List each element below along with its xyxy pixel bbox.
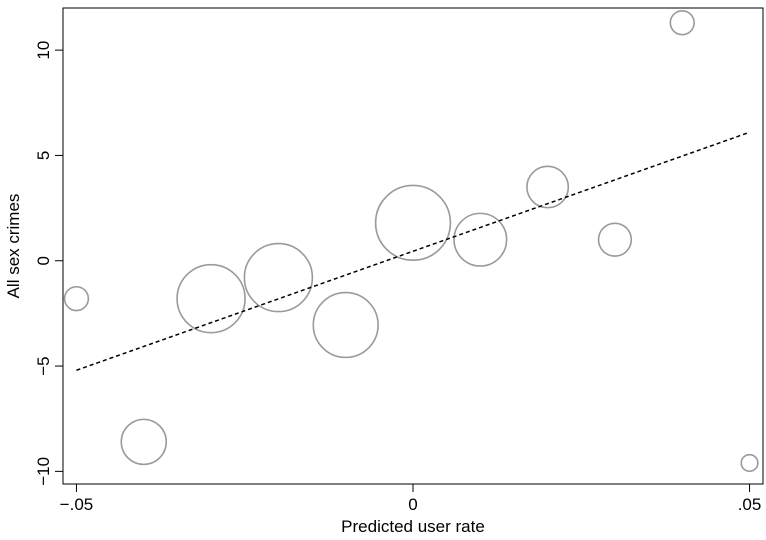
y-tick-label-0: −10	[34, 457, 53, 486]
fit-line-group	[76, 131, 750, 371]
data-point-1	[120, 418, 168, 466]
y-tick-label-4: 10	[34, 41, 53, 60]
data-point-10	[740, 453, 759, 473]
data-points	[63, 10, 759, 473]
x-axis-title: Predicted user rate	[341, 517, 485, 536]
data-point-0	[63, 285, 90, 312]
data-point-7	[526, 165, 570, 209]
x-tick-label-1: 0	[408, 495, 417, 514]
data-point-3	[243, 242, 314, 313]
y-axis: −10 −5 0 5 10	[34, 41, 63, 486]
fit-line	[76, 131, 750, 371]
y-tick-label-3: 5	[34, 151, 53, 160]
y-tick-label-1: −5	[34, 356, 53, 375]
x-tick-label-0: −.05	[60, 495, 94, 514]
data-point-5	[374, 184, 452, 262]
y-axis-title: All sex crimes	[4, 194, 23, 299]
data-point-4	[312, 291, 379, 359]
data-point-9	[669, 10, 695, 36]
data-point-2	[176, 263, 246, 334]
x-tick-label-2: .05	[738, 495, 762, 514]
y-tick-label-2: 0	[34, 256, 53, 265]
x-axis: −.05 0 .05	[60, 484, 762, 514]
data-point-6	[453, 212, 508, 267]
plot-frame	[62, 7, 764, 485]
data-point-8	[597, 222, 633, 257]
